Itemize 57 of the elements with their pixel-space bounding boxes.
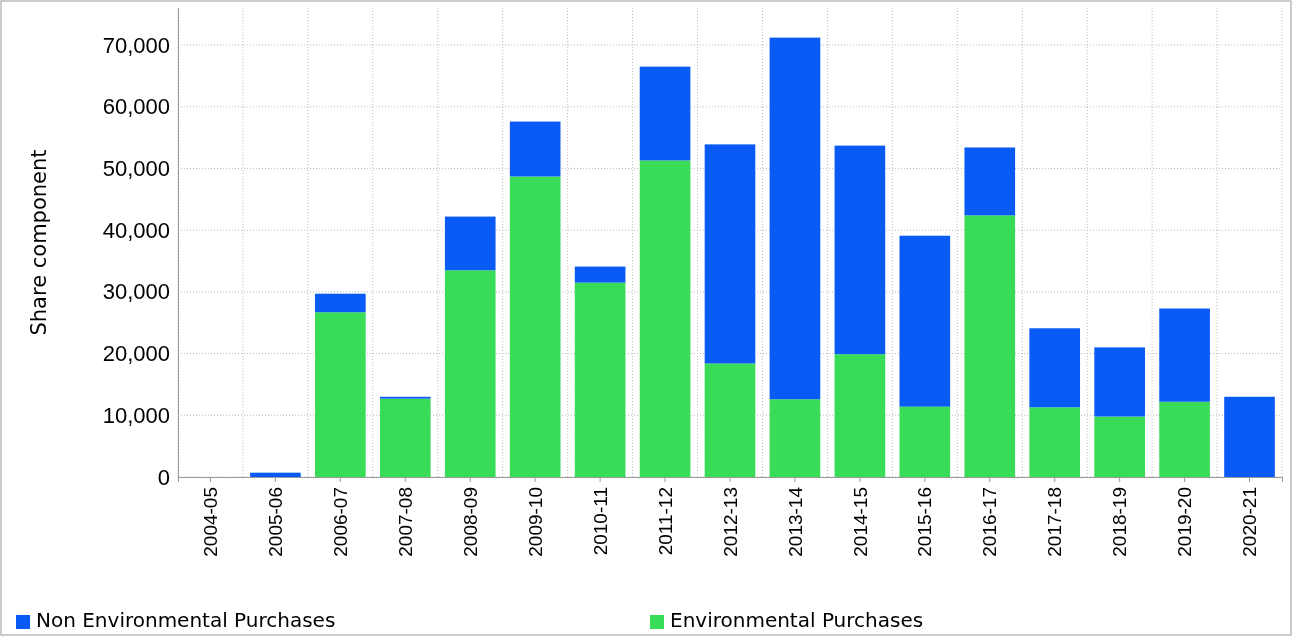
y-tick-label: 50,000 [102,155,170,181]
x-tick-label: 2017-18 [1044,487,1066,557]
bar [639,66,691,161]
legend-label: Environmental Purchases [670,608,924,632]
y-tick-label: 70,000 [102,32,170,58]
bar [1159,308,1210,402]
bar [509,121,561,177]
legend-label: Non Environmental Purchases [36,608,336,632]
bar [899,406,951,477]
x-tick-label: 2010-11 [589,487,611,556]
x-tick-label: 2004-05 [200,487,222,557]
y-axis-title: Share component [27,149,51,336]
x-tick-label: 2006-07 [330,487,351,557]
x-tick-label: 2012-13 [719,487,741,557]
y-tick-label: 10,000 [102,402,170,428]
x-tick-label: 2020-21 [1239,487,1261,557]
bar [1159,401,1210,477]
bar [574,266,626,283]
y-tick-label: 40,000 [102,217,170,243]
bar [1029,328,1081,408]
bar [964,215,1016,477]
bar [250,472,301,477]
x-tick-label: 2013-14 [784,486,806,557]
x-tick-label: 2007-08 [394,487,416,557]
bar [964,147,1016,216]
x-tick-label: 2005-06 [265,487,287,557]
bar [769,37,821,400]
bar [315,293,366,313]
y-tick-label: 0 [157,464,170,490]
x-tick-label: 2018-19 [1109,487,1131,557]
x-tick-label: 2016-17 [979,487,1001,557]
y-tick-label: 20,000 [102,341,170,367]
bar [379,398,431,477]
x-tick-label: 2011-12 [654,487,676,556]
bar [704,363,756,477]
x-tick-label: 2015-16 [914,487,936,557]
bar [639,160,691,477]
bar [834,354,886,477]
y-tick-label: 30,000 [102,279,170,305]
x-tick-label: 2008-09 [459,487,481,557]
bar [1029,407,1081,477]
bar [509,176,561,477]
y-tick-label: 60,000 [102,94,170,120]
bar [574,282,626,477]
bar [1094,347,1145,417]
bar [899,235,951,407]
bar [444,270,496,477]
bar [1224,396,1275,477]
bar [1094,416,1145,477]
bar [834,145,886,355]
bar [444,216,496,271]
x-tick-label: 2019-20 [1174,487,1196,557]
x-tick-label: 2009-10 [524,487,546,557]
bar [315,312,366,477]
bar [704,144,756,364]
x-tick-label: 2014-15 [849,487,871,557]
bar [769,399,821,477]
